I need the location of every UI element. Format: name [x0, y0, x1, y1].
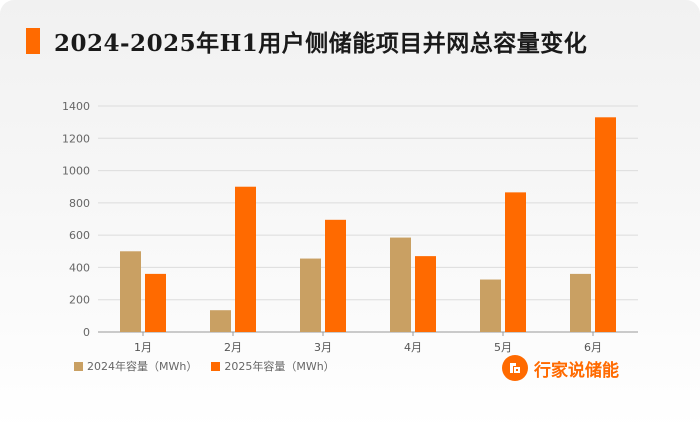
- bar-2024: [390, 237, 411, 332]
- y-tick-label: 1400: [62, 100, 90, 113]
- bar-2025: [145, 273, 166, 332]
- legend-item-2024: 2024年容量（MWh）: [74, 358, 197, 374]
- x-tick-label: 6月: [584, 341, 602, 354]
- chart-title: 2024-2025年H1用户侧储能项目并网总容量变化: [54, 30, 588, 57]
- y-tick-label: 1200: [62, 132, 90, 145]
- bar-2024: [300, 258, 321, 332]
- legend-swatch-2025: [211, 361, 221, 371]
- legend-item-2025: 2025年容量（MWh）: [211, 358, 335, 374]
- legend-swatch-2024: [74, 361, 83, 371]
- x-tick-label: 1月: [134, 341, 152, 354]
- title-bar: 2024-2025年H1用户侧储能项目并网总容量变化: [26, 26, 588, 57]
- bar-2025: [235, 186, 256, 332]
- x-tick-label: 3月: [314, 341, 332, 354]
- bar-2025: [325, 219, 346, 332]
- y-tick-label: 0: [83, 326, 90, 339]
- y-tick-label: 400: [69, 261, 90, 274]
- bar-2024: [210, 310, 231, 332]
- title-marker: [26, 28, 40, 54]
- bar-2024: [120, 251, 141, 332]
- bar-2024: [570, 273, 591, 332]
- brand-logo-glyph: [510, 363, 520, 373]
- y-tick-label: 1000: [62, 165, 90, 178]
- x-tick-label: 2月: [224, 341, 242, 354]
- bar-2025: [595, 117, 616, 332]
- bar-2025: [505, 192, 526, 332]
- x-tick-label: 5月: [494, 341, 512, 354]
- legend-label-2024: 2024年容量（MWh）: [87, 360, 198, 373]
- brand-name: 行家说储能: [534, 360, 619, 381]
- bar-2025: [415, 256, 436, 332]
- brand-watermark: 行家说储能: [502, 355, 619, 381]
- y-tick-label: 800: [69, 197, 90, 210]
- x-tick-label: 4月: [404, 341, 422, 354]
- brand-logo-icon: [502, 355, 528, 381]
- bar-2024: [480, 279, 501, 332]
- y-tick-label: 200: [69, 294, 90, 307]
- legend-label-2025: 2025年容量（MWh）: [224, 360, 335, 373]
- y-tick-label: 600: [69, 229, 90, 242]
- legend: 2024年容量（MWh） 2025年容量（MWh）: [74, 358, 349, 374]
